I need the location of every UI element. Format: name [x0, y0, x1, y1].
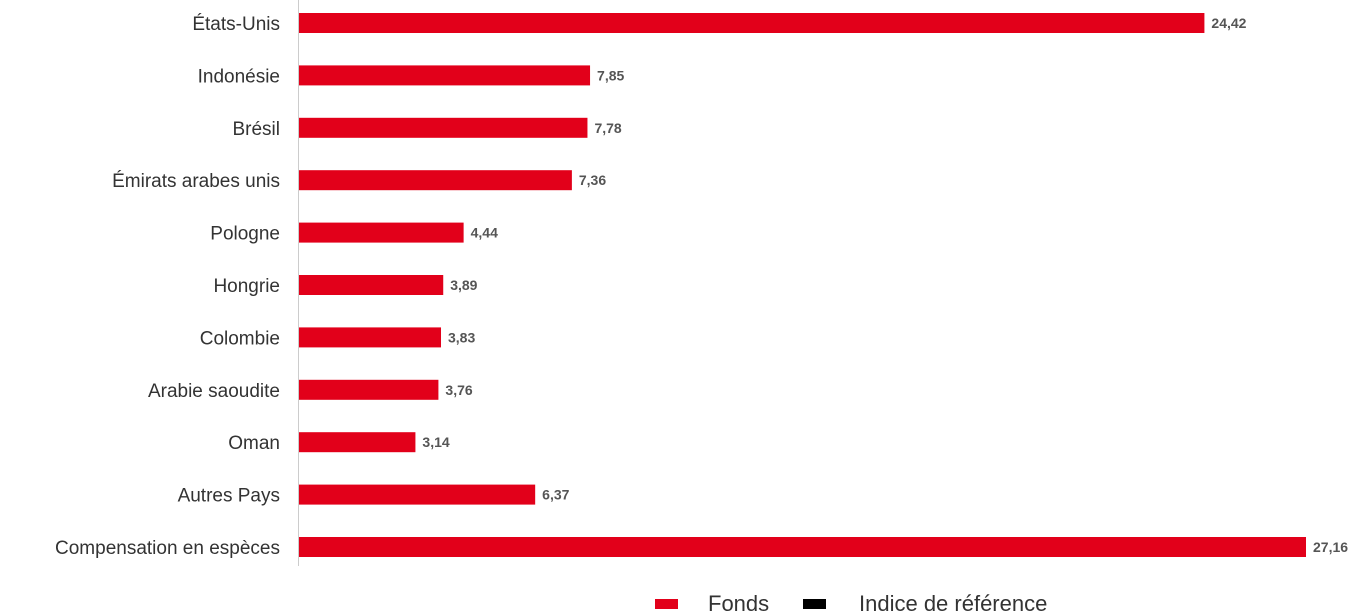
category-label: Colombie [200, 328, 280, 349]
data-label: 6,37 [542, 487, 569, 503]
category-label: Brésil [232, 119, 280, 140]
category-label: Oman [228, 433, 280, 454]
category-label: Indonésie [198, 66, 280, 87]
category-label: Hongrie [213, 276, 280, 297]
bar [299, 484, 536, 505]
bar [299, 117, 588, 138]
data-label: 3,14 [422, 434, 449, 450]
data-label: 7,36 [579, 172, 606, 188]
bar [299, 13, 1205, 33]
bar [299, 275, 444, 295]
data-label: 24,42 [1211, 15, 1246, 31]
legend-label: Fonds [708, 591, 769, 615]
data-label: 3,89 [450, 277, 477, 293]
bar [299, 432, 416, 453]
bar [299, 170, 572, 191]
category-label: États-Unis [192, 14, 280, 35]
bar [299, 65, 591, 86]
legend: Fonds Indice de référence [655, 591, 1047, 615]
category-label: Autres Pays [178, 486, 280, 507]
legend-swatch [803, 599, 826, 609]
legend-label: Indice de référence [859, 591, 1047, 615]
legend-swatch [655, 599, 678, 609]
data-label: 7,78 [594, 120, 621, 136]
data-label: 27,16 [1313, 539, 1348, 555]
category-label: Compensation en espèces [55, 538, 280, 559]
data-label: 7,85 [597, 67, 624, 83]
bar [299, 327, 442, 348]
category-label: Arabie saoudite [148, 381, 280, 402]
data-label: 3,83 [448, 329, 475, 345]
data-label: 3,76 [445, 382, 472, 398]
bar [299, 537, 1306, 557]
bar [299, 222, 464, 243]
category-label: Émirats arabes unis [112, 171, 280, 192]
bars-group: États-Unis 24,42 Indonésie 7,85 Brésil 7,78 Ém… [55, 13, 1348, 559]
data-label: 4,44 [471, 225, 498, 241]
category-label: Pologne [210, 224, 280, 245]
bar [299, 379, 439, 400]
